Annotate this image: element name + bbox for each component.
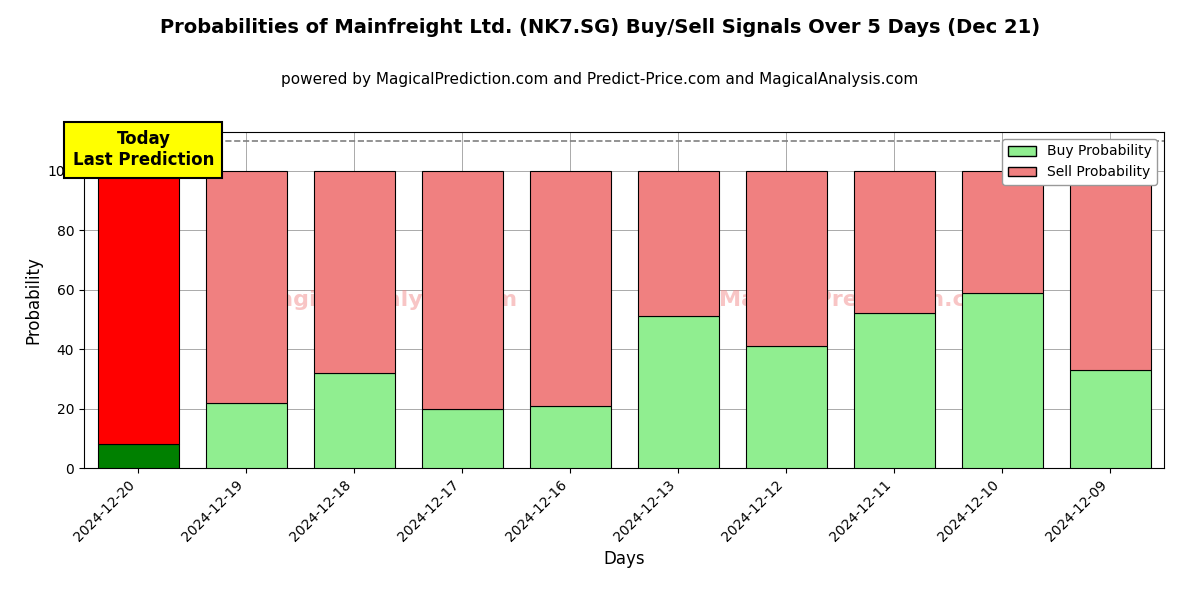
Text: MagicalAnalysis.com: MagicalAnalysis.com — [256, 290, 517, 310]
Bar — [637, 316, 719, 468]
Bar — [97, 170, 179, 444]
Bar — [97, 444, 179, 468]
Text: Today
Last Prediction: Today Last Prediction — [73, 130, 214, 169]
Bar — [745, 346, 827, 468]
Bar — [313, 170, 395, 373]
X-axis label: Days: Days — [604, 550, 644, 568]
Y-axis label: Probability: Probability — [24, 256, 42, 344]
Bar — [421, 409, 503, 468]
Bar — [313, 373, 395, 468]
Text: powered by MagicalPrediction.com and Predict-Price.com and MagicalAnalysis.com: powered by MagicalPrediction.com and Pre… — [281, 72, 919, 87]
Bar — [205, 170, 287, 403]
Bar — [961, 170, 1043, 293]
Bar — [529, 406, 611, 468]
Bar — [853, 170, 935, 313]
Text: MagicalPrediction.com: MagicalPrediction.com — [719, 290, 1004, 310]
Bar — [637, 170, 719, 316]
Text: Probabilities of Mainfreight Ltd. (NK7.SG) Buy/Sell Signals Over 5 Days (Dec 21): Probabilities of Mainfreight Ltd. (NK7.S… — [160, 18, 1040, 37]
Bar — [745, 170, 827, 346]
Bar — [961, 293, 1043, 468]
Bar — [529, 170, 611, 406]
Bar — [205, 403, 287, 468]
Bar — [421, 170, 503, 409]
Legend: Buy Probability, Sell Probability: Buy Probability, Sell Probability — [1002, 139, 1157, 185]
Bar — [1069, 170, 1151, 370]
Bar — [1069, 370, 1151, 468]
Bar — [853, 313, 935, 468]
